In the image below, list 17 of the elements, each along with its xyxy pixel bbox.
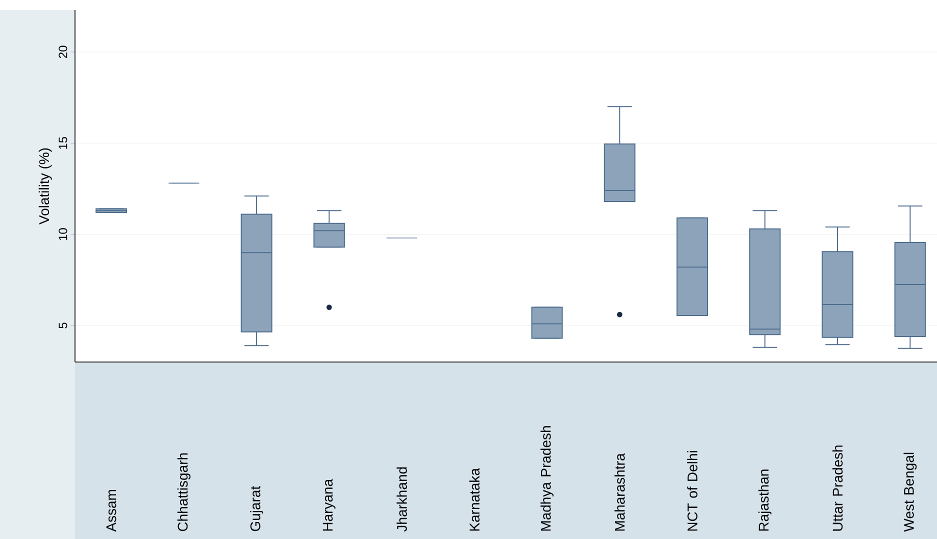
x-tick-label: Jharkhand [396,467,407,532]
y-tick-label: 15 [58,136,68,149]
x-tick-label: NCT of Delhi [687,451,698,531]
x-tick-label: Uttar Pradesh [832,446,843,531]
y-tick-label: 10 [58,228,68,240]
y-tick-label: 20 [58,46,68,58]
y-tick-label: 5 [58,322,68,328]
y-axis-title: Volatility (%) [38,148,52,224]
x-tick-label: Karnataka [469,468,480,531]
x-tick-label: Haryana [322,478,336,531]
x-tick-label: Assam [106,490,116,532]
x-tick-label: West Bengal [904,452,917,532]
x-tick-label: Rajasthan [758,470,772,531]
x-tick-label: Chhattisgarh [177,453,190,532]
x-tick-label: Madhya Pradesh [540,426,554,531]
x-tick-label: Gujarat [250,486,264,532]
x-tick-label: Maharashtra [614,453,625,531]
